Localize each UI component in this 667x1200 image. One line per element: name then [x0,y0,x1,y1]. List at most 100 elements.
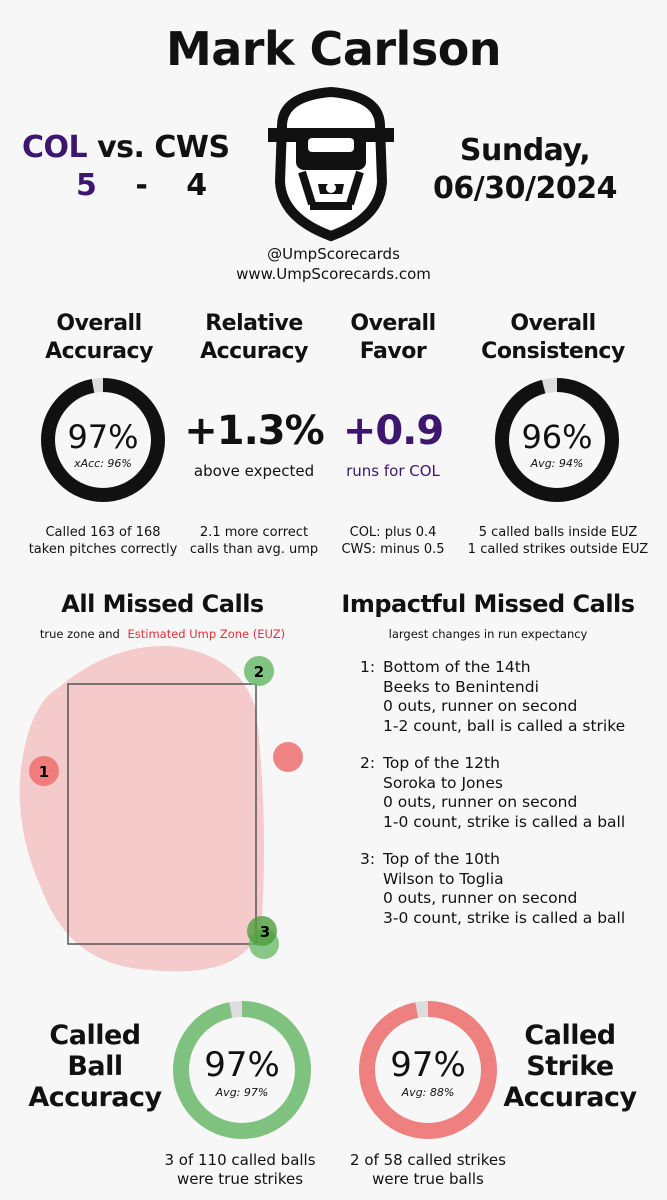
impactful-call: 1: Bottom of the 14th Beeks to Benintendi… [360,658,660,736]
call-inning: Top of the 10th [383,850,500,868]
called-ball-avg: Avg: 97% [215,1086,269,1099]
heading-line: Consistency [481,339,625,364]
call-result: 3-0 count, strike is called a ball [383,908,626,927]
missed-pitch-label: 1 [39,763,49,781]
game-date-value: 06/30/2024 [433,171,617,206]
call-result: 1-2 count, ball is called a strike [383,716,626,735]
call-inning: Bottom of the 14th [383,658,531,676]
final-score: 5 - 4 [76,168,207,203]
game-day: Sunday, [459,133,591,168]
umpire-name: Mark Carlson [165,22,502,76]
away-team: COL [22,130,88,165]
heading-line: Strike [526,1051,614,1082]
overall-accuracy-ring [41,378,165,502]
overall-consistency-ring [495,378,619,502]
called-strike-arc [359,1001,497,1139]
footer-line: were true balls [372,1170,484,1188]
heading-line: Overall [350,311,436,336]
heading-line: Favor [359,339,427,364]
overall-favor-heading: Overall Favor [308,310,478,366]
away-score: 5 [76,168,97,203]
game-date: Sunday, 06/30/2024 [420,132,630,208]
called-ball-arc [173,1001,311,1139]
relative-accuracy-sub: above expected [193,462,315,480]
heading-line: Called [524,1020,616,1051]
impactful-call: 3: Top of the 10th Wilson to Toglia 0 out… [360,850,660,928]
score-dash: - [135,168,148,203]
missed-pitch-label: 2 [254,663,264,681]
impactful-note: largest changes in run expectancy [388,627,588,641]
strike-zone-plot: 1 2 3 [19,645,303,972]
footer-line: 5 called balls inside EUZ [478,525,638,540]
overall-accuracy-heading: Overall Accuracy [14,310,184,366]
heading-line: Overall [56,311,142,336]
call-number: 1: [360,658,376,676]
overall-favor-value: +0.9 [342,408,444,454]
footer-line: were true strikes [176,1170,304,1188]
called-ball-ring [173,1001,311,1139]
called-ball-heading: Called Ball Accuracy [20,1020,170,1113]
footer-line: taken pitches correctly [28,542,178,557]
heading-line: Ball [67,1051,123,1082]
overall-consistency-arc [495,378,619,502]
footer-line: 3 of 110 called balls [164,1151,316,1169]
call-situation: 0 outs, runner on second [383,697,578,715]
call-matchup: Soroka to Jones [383,773,503,792]
heading-line: Called [49,1020,141,1051]
umpire-mask-icon [268,86,394,242]
footer-line: COL: plus 0.4 [349,525,437,540]
home-score: 4 [186,168,208,203]
call-situation: 0 outs, runner on second [383,793,578,811]
call-situation: 0 outs, runner on second [383,889,578,907]
overall-favor-footer: COL: plus 0.4 CWS: minus 0.5 [308,524,478,558]
called-strike-footer: 2 of 58 called strikes were true balls [326,1151,530,1189]
missed-pitch-label: 3 [260,923,270,941]
call-matchup: Wilson to Toglia [383,869,504,888]
impactful-missed-calls-heading: Impactful Missed Calls [341,590,635,618]
heading-line: Accuracy [28,1082,162,1113]
true-strike-zone [67,683,257,945]
called-ball-value: 97% [204,1045,280,1085]
footer-line: 1 called strikes outside EUZ [467,542,649,557]
call-result: 1-0 count, strike is called a ball [383,812,626,831]
relative-accuracy-footer: 2.1 more correct calls than avg. ump [169,524,339,558]
all-missed-calls-heading: All Missed Calls [61,590,264,618]
zone-legend-true: true zone and [39,627,120,641]
footer-line: CWS: minus 0.5 [341,542,445,557]
called-strike-value: 97% [390,1045,466,1085]
missed-pitch-marker [273,742,303,772]
matchup: COL vs. CWS [22,130,230,165]
called-ball-footer: 3 of 110 called balls were true strikes [140,1151,340,1189]
overall-favor-sub: runs for COL [346,462,440,480]
call-number: 3: [360,850,376,868]
euz-region [19,645,264,972]
zone-legend-euz: Estimated Ump Zone (EUZ) [127,627,286,641]
missed-pitch-marker [29,756,59,786]
call-number: 2: [360,754,376,772]
called-strike-heading: Called Strike Accuracy [500,1020,640,1113]
impactful-call: 2: Top of the 12th Soroka to Jones 0 outs… [360,754,660,832]
overall-consistency-heading: Overall Consistency [468,310,638,366]
heading-line: Overall [510,311,596,336]
overall-consistency-value: 96% [521,418,593,456]
call-inning: Top of the 12th [383,754,500,772]
overall-consistency-footer: 5 called balls inside EUZ 1 called strik… [452,524,664,558]
heading-line: Accuracy [503,1082,637,1113]
missed-pitch-marker [247,916,277,946]
overall-consistency-avg: Avg: 94% [530,457,584,470]
overall-accuracy-arc [41,378,165,502]
home-team: CWS [154,130,230,165]
twitter-handle[interactable]: @UmpScorecards [267,245,400,263]
heading-line: Relative [205,311,303,336]
overall-accuracy-footer: Called 163 of 168 taken pitches correctl… [8,524,198,558]
vs-label: vs. [97,130,145,165]
call-matchup: Beeks to Benintendi [383,677,539,696]
footer-line: 2 of 58 called strikes [350,1151,506,1169]
called-strike-avg: Avg: 88% [401,1086,455,1099]
credits: @UmpScorecards www.UmpScorecards.com [0,244,667,284]
missed-pitch-marker [244,656,274,686]
overall-accuracy-value: 97% [67,418,139,456]
website-link[interactable]: www.UmpScorecards.com [236,265,431,283]
footer-line: 2.1 more correct [199,525,309,540]
zone-legend: true zone and Estimated Ump Zone (EUZ) [10,627,315,641]
